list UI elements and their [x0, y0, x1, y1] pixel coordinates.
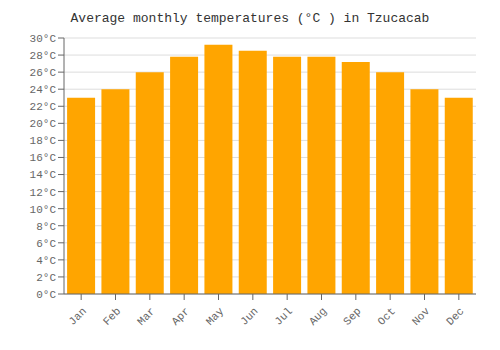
svg-text:Nov: Nov	[410, 305, 433, 328]
svg-text:30°C: 30°C	[30, 33, 57, 45]
svg-text:18°C: 18°C	[30, 135, 57, 147]
svg-text:6°C: 6°C	[36, 238, 56, 250]
svg-text:Jun: Jun	[238, 305, 260, 327]
svg-text:28°C: 28°C	[30, 50, 57, 62]
svg-text:8°C: 8°C	[36, 221, 56, 233]
svg-text:Apr: Apr	[169, 305, 191, 327]
svg-text:0°C: 0°C	[36, 289, 56, 301]
svg-text:Jul: Jul	[272, 305, 294, 327]
html-text:Average monthly temperatures (: Average monthly temperatures (°C ) in Tz…	[70, 11, 430, 26]
svg-text:14°C: 14°C	[30, 169, 57, 181]
svg-text:2°C: 2°C	[36, 272, 56, 284]
svg-text:May: May	[204, 305, 227, 328]
svg-text:Aug: Aug	[307, 305, 329, 327]
svg-text:24°C: 24°C	[30, 84, 57, 96]
svg-text:10°C: 10°C	[30, 204, 57, 216]
svg-text:Feb: Feb	[101, 305, 123, 327]
svg-text:16°C: 16°C	[30, 152, 57, 164]
svg-text:Oct: Oct	[375, 305, 397, 327]
svg-text:12°C: 12°C	[30, 187, 57, 199]
svg-text:26°C: 26°C	[30, 67, 57, 79]
svg-text:20°C: 20°C	[30, 118, 57, 130]
svg-text:Jan: Jan	[66, 305, 88, 327]
svg-text:Dec: Dec	[444, 305, 466, 327]
svg-text:Sep: Sep	[341, 305, 363, 327]
svg-text:22°C: 22°C	[30, 101, 57, 113]
svg-text:4°C: 4°C	[36, 255, 56, 267]
svg-text:Mar: Mar	[135, 305, 157, 327]
